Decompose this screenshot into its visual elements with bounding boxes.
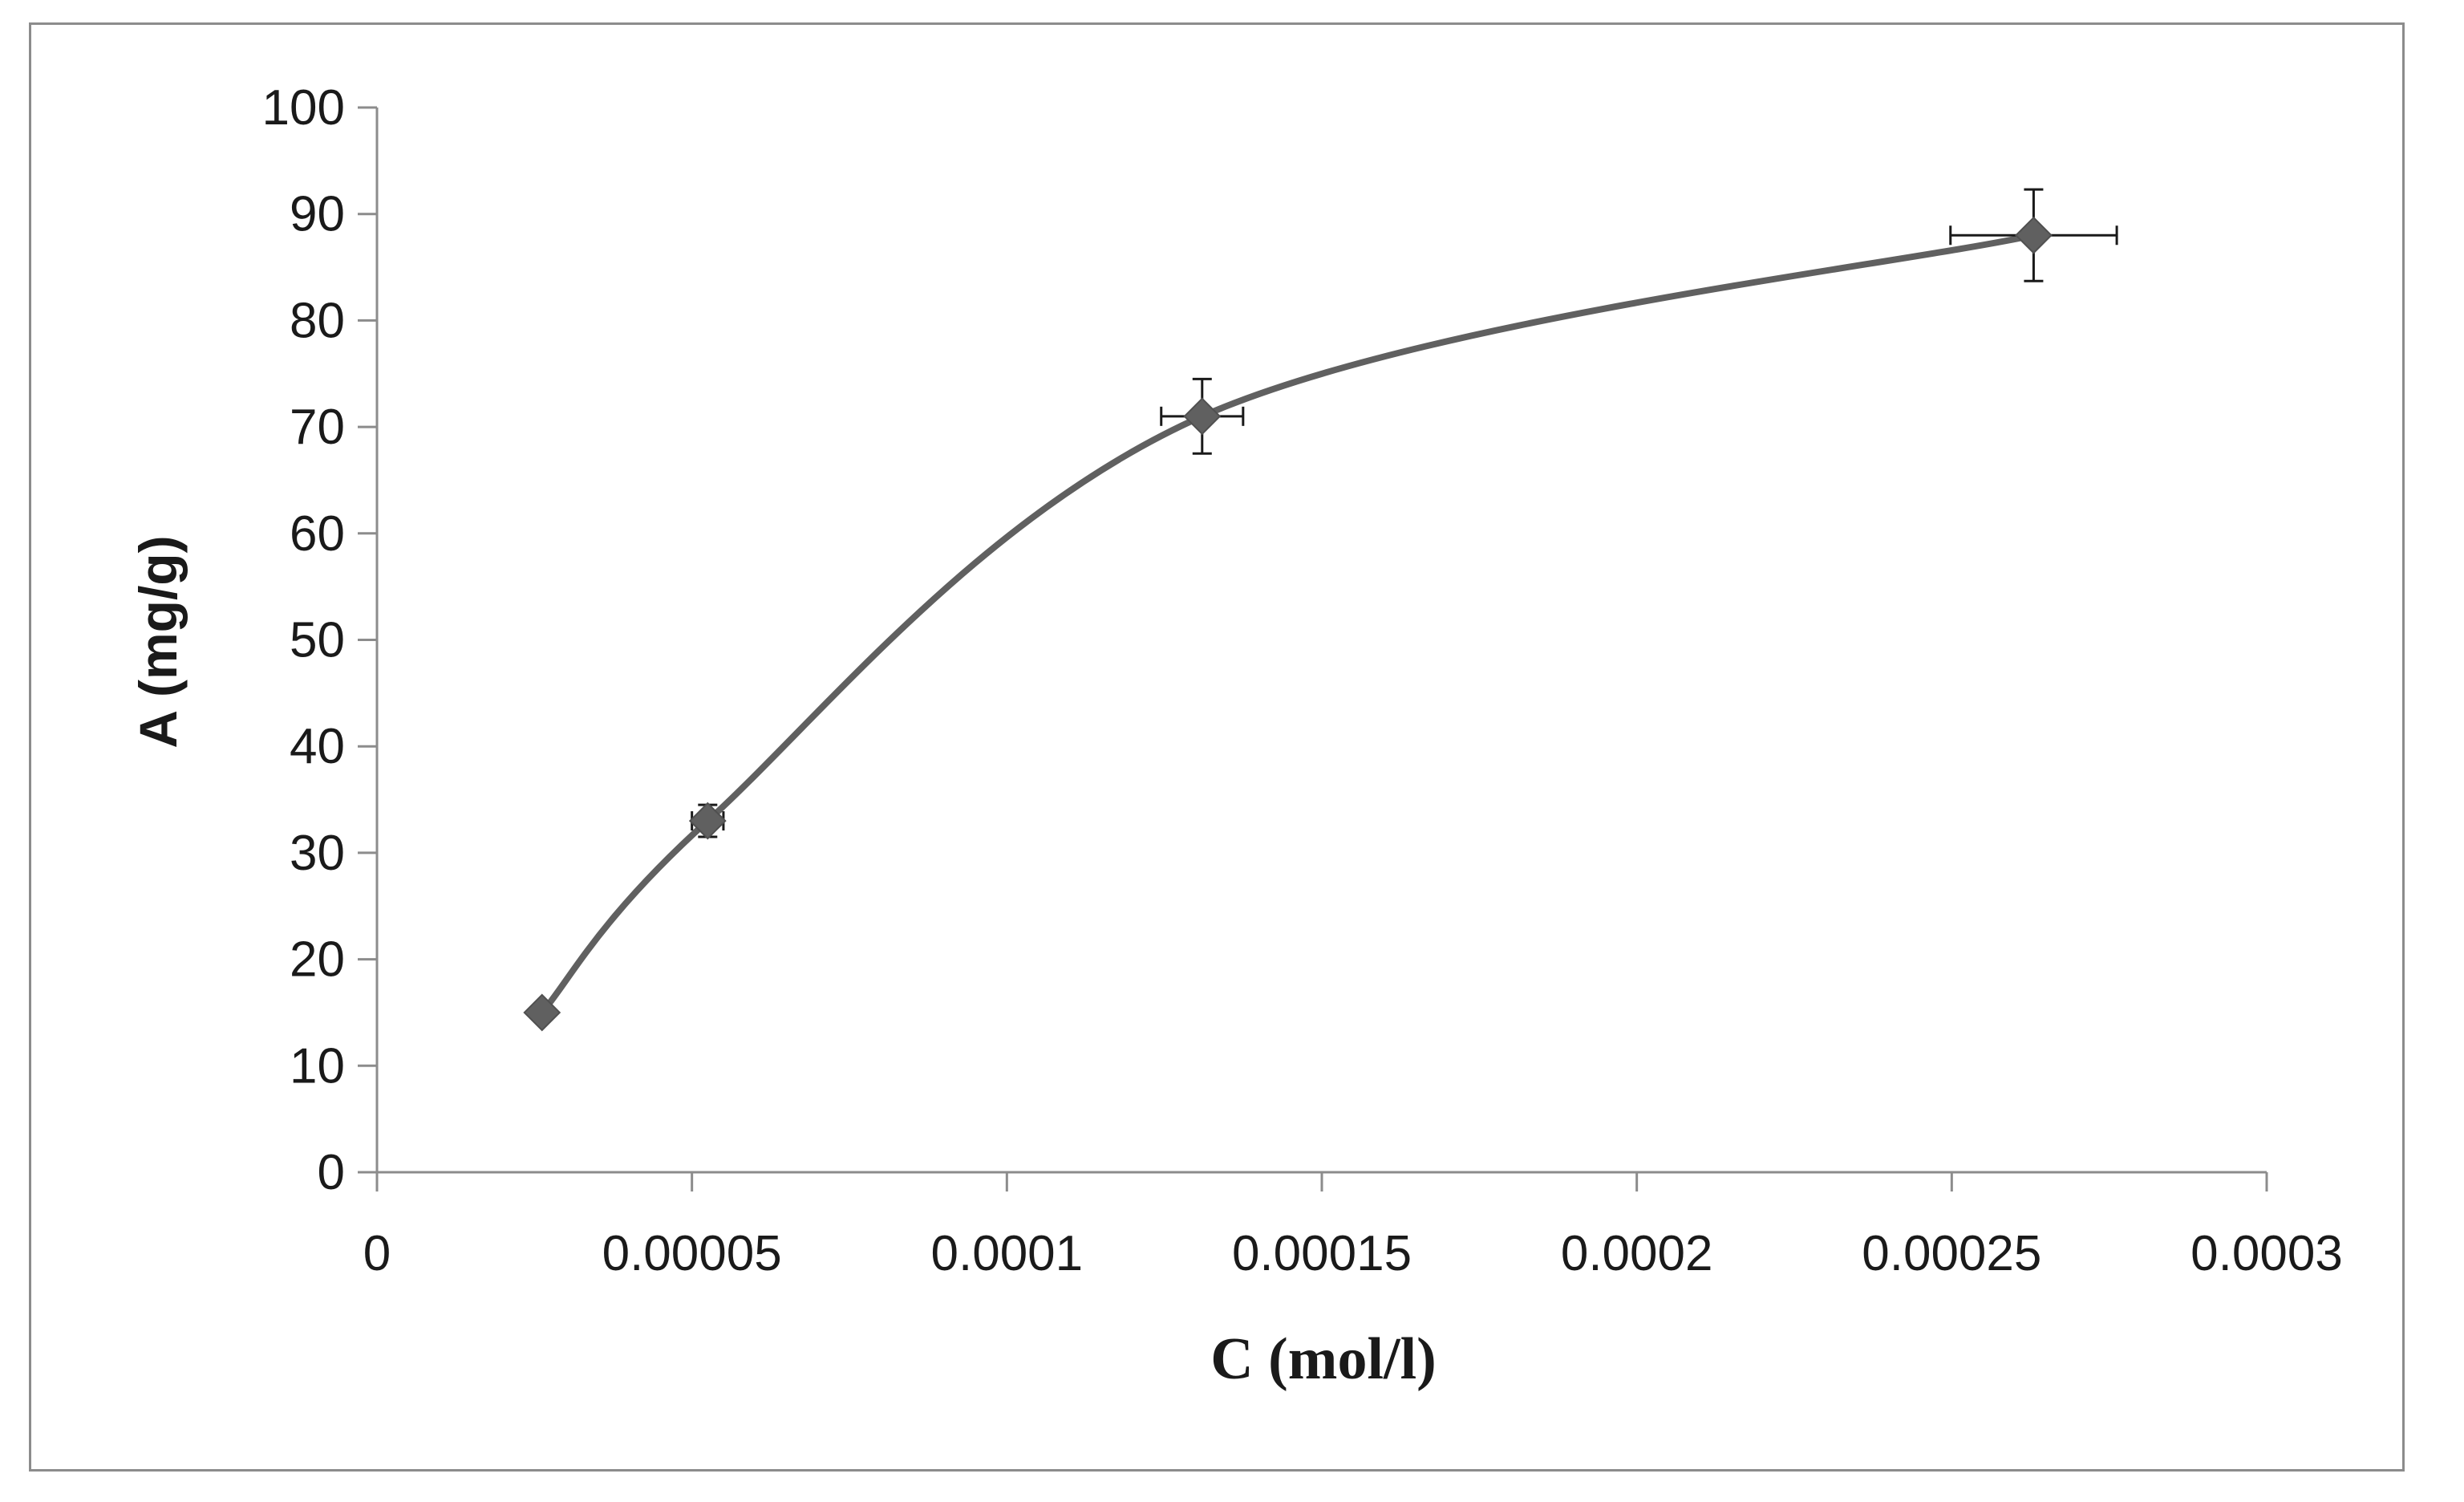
x-tick-label: 0.0002 bbox=[1561, 1226, 1713, 1281]
x-axis-title: C (mol/l) bbox=[1210, 1326, 1437, 1392]
tick-labels: 0 10 20 30 40 50 60 70 80 90 100 0 0.00005 0.0001 0.00… bbox=[262, 80, 2343, 1281]
chart-frame bbox=[29, 22, 2405, 1472]
y-tick-label: 0 bbox=[318, 1145, 345, 1200]
data-point-diamond bbox=[1183, 397, 1222, 436]
y-tick-label: 60 bbox=[290, 506, 345, 562]
series-curve-group bbox=[538, 232, 2037, 1016]
y-axis-title: A (mg/g) bbox=[128, 535, 188, 748]
y-tick-label: 30 bbox=[290, 826, 345, 881]
x-tick-label: 0.00025 bbox=[1862, 1226, 2041, 1281]
x-tick-label: 0 bbox=[363, 1226, 391, 1281]
y-tick-label: 70 bbox=[290, 400, 345, 455]
y-tick-label: 20 bbox=[290, 932, 345, 988]
x-tick-label: 0.0001 bbox=[931, 1226, 1084, 1281]
y-tick-label: 50 bbox=[290, 613, 345, 668]
y-tick-label: 90 bbox=[290, 187, 345, 242]
y-tick-label: 80 bbox=[290, 293, 345, 348]
axes bbox=[358, 106, 2268, 1191]
error-bars bbox=[532, 188, 2118, 1022]
data-point-diamond bbox=[523, 993, 561, 1032]
data-point-diamond bbox=[2015, 216, 2053, 254]
data-points bbox=[523, 216, 2053, 1032]
x-tick-label: 0.00005 bbox=[602, 1226, 782, 1281]
y-tick-label: 40 bbox=[290, 719, 345, 774]
x-tick-label: 0.00015 bbox=[1232, 1226, 1412, 1281]
y-tick-label: 10 bbox=[290, 1038, 345, 1094]
data-point-diamond bbox=[688, 802, 727, 840]
series-line bbox=[538, 232, 2037, 1016]
x-tick-label: 0.0003 bbox=[2190, 1226, 2343, 1281]
y-tick-label: 100 bbox=[262, 80, 345, 136]
